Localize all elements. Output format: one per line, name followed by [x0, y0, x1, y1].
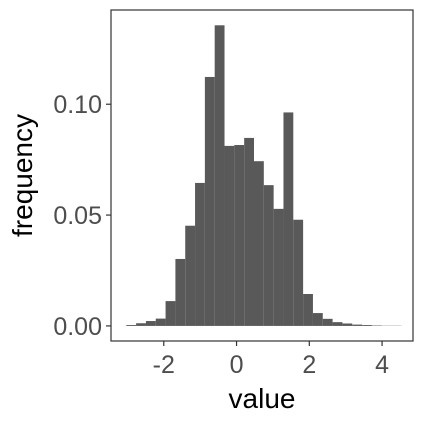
histogram-bar-11 [234, 145, 245, 326]
x-axis-title: value [229, 383, 296, 414]
y-tick-label-2: 0.10 [53, 91, 102, 119]
histogram-bar-12 [244, 137, 254, 326]
histogram-bar-7 [195, 182, 205, 326]
histogram-bar-9 [214, 25, 225, 326]
y-axis-title: frequency [7, 114, 38, 237]
histogram-bar-23 [352, 324, 363, 326]
y-axis: 0.00 0.05 0.10 [53, 91, 111, 341]
bars-layer [126, 25, 402, 326]
histogram-bar-1 [136, 323, 146, 326]
histogram-bar-6 [185, 225, 196, 326]
histogram-bar-8 [204, 76, 215, 326]
histogram-bar-20 [322, 318, 333, 326]
histogram-bar-24 [362, 325, 372, 326]
histogram-bar-19 [312, 313, 323, 326]
histogram-bar-21 [332, 322, 343, 326]
histogram-bar-15 [273, 208, 284, 326]
x-tick-label-1: 0 [230, 351, 244, 379]
x-tick-label-3: 4 [375, 351, 389, 379]
histogram-bar-4 [165, 301, 176, 326]
x-axis: -2 0 2 4 [153, 341, 389, 379]
x-tick-label-2: 2 [302, 351, 316, 379]
histogram-bar-14 [263, 185, 274, 326]
y-tick-label-1: 0.05 [53, 202, 102, 230]
histogram-bar-0 [126, 325, 137, 326]
histogram-bar-17 [293, 219, 304, 326]
y-tick-label-0: 0.00 [53, 313, 102, 341]
histogram-bar-13 [253, 161, 264, 326]
panel-border [110, 9, 414, 342]
histogram-bar-22 [342, 323, 353, 326]
histogram-bar-2 [145, 321, 156, 326]
histogram-bar-5 [175, 258, 186, 326]
histogram-bar-18 [303, 293, 313, 326]
histogram-bar-3 [155, 318, 166, 326]
x-tick-label-0: -2 [153, 351, 175, 379]
histogram-bar-16 [283, 112, 294, 326]
histogram-bar-10 [224, 145, 235, 326]
